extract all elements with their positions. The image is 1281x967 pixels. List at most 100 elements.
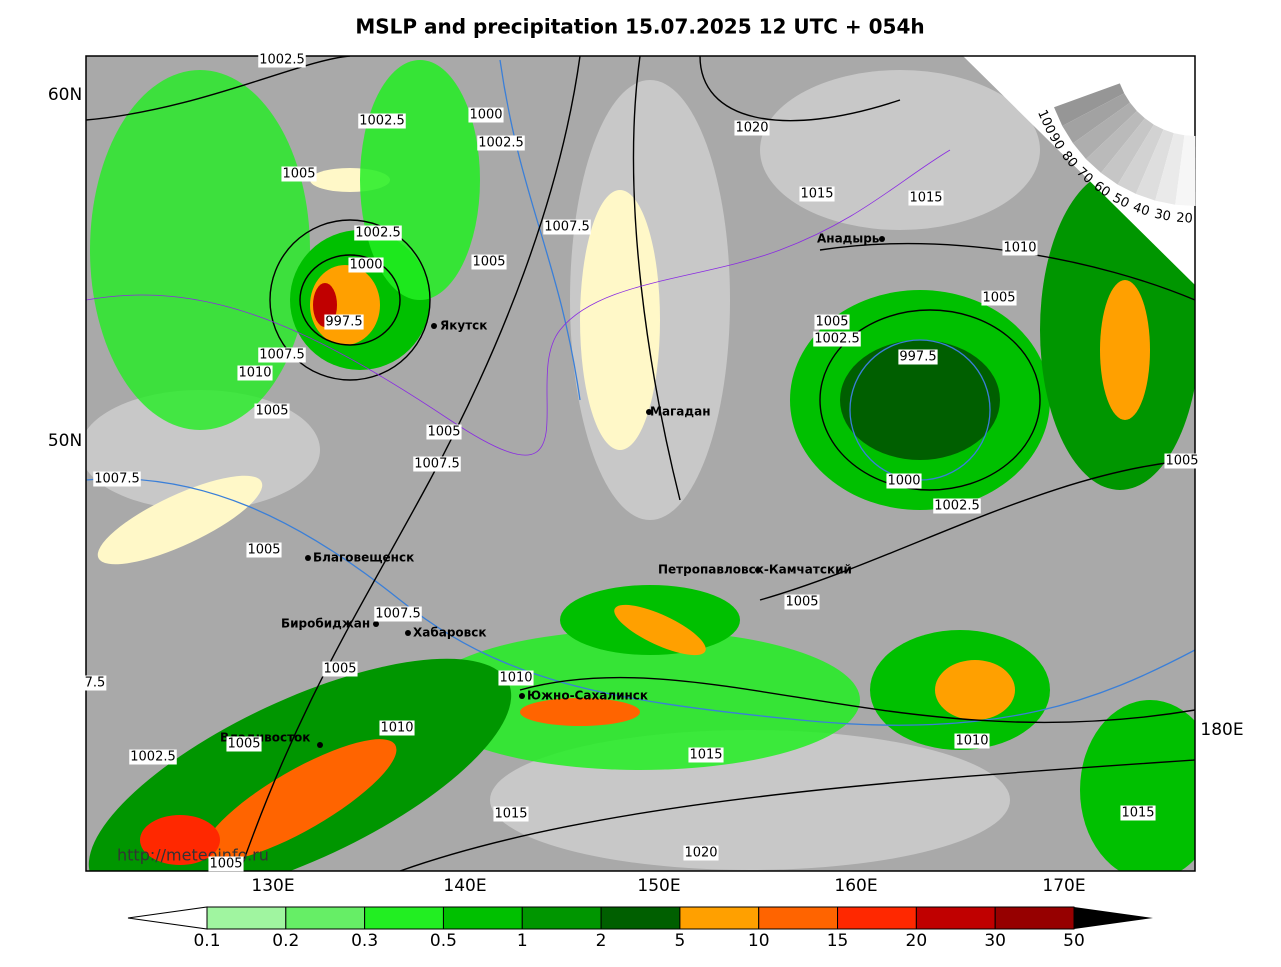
colorbar-tick-label: 30: [984, 931, 1006, 951]
city-dot: [519, 693, 525, 699]
isobar-label: 1002.5: [129, 749, 177, 765]
isobar-label-text: 1015: [1121, 806, 1154, 821]
isobar-label-bg: [734, 120, 770, 136]
isobar-label-bg: [688, 747, 724, 763]
isobar-label-bg: [358, 113, 406, 129]
cloud-scale-label: 30: [1153, 207, 1172, 225]
isobar-label-bg: [683, 845, 719, 861]
labels: 60N 50N 130E 140E 150E 160E 170E 180E Якутск Мага…: [48, 52, 1244, 951]
isobar-label-text: 1002.5: [478, 136, 524, 151]
cloud-wedge: [1073, 102, 1137, 160]
isobar-label-text: 1005: [427, 425, 460, 440]
isobar-label-text: 1007.5: [94, 472, 140, 487]
isobar-label-text: 1010: [238, 366, 271, 381]
colorbar-swatch: [994, 906, 1075, 930]
map-area: [86, 56, 1195, 871]
isobar-label: 1002.5: [813, 331, 861, 347]
isobar-label: 1005: [281, 166, 317, 182]
isobar-label-bg: [129, 749, 177, 765]
isobar-label: 1005: [322, 661, 358, 677]
isobar-label: 1000: [348, 257, 384, 273]
isobar-label-text: 1002.5: [355, 226, 401, 241]
cloud-scale-label: 20: [1176, 211, 1193, 227]
isobar-label: 1005: [246, 542, 282, 558]
isobar-label-text: 1005: [282, 167, 315, 182]
lon-label: 150E: [637, 876, 680, 896]
isobar-label: 1007.5: [258, 347, 306, 363]
isobar-label-text: 1010: [499, 671, 532, 686]
isobar-label-text: 1005: [982, 291, 1015, 306]
isobar-label-bg: [498, 670, 534, 686]
isobar-label-text: 1005: [472, 255, 505, 270]
isobar-label: 1000: [468, 107, 504, 123]
isobar-label: 1007.5: [93, 471, 141, 487]
colorbar-low-arrow: [127, 906, 208, 930]
isobar-label: 1015: [688, 747, 724, 763]
isobar-label: 1007.5: [374, 606, 422, 622]
isobar-label-bg: [1164, 453, 1200, 469]
isobar-label: 1005: [426, 424, 462, 440]
isobar-label-text: 1005: [255, 404, 288, 419]
isobar-label-text: 1007.5: [375, 607, 421, 622]
isobar-label-text: 1000: [887, 474, 920, 489]
isobar-label-bg: [799, 186, 835, 202]
isobar-label-bg: [208, 856, 244, 872]
cloud-scale-label: 40: [1131, 200, 1152, 220]
lon-label: 130E: [251, 876, 294, 896]
isobar-label: 1000: [886, 473, 922, 489]
isobar-label-text: 1007.5: [414, 457, 460, 472]
isobar-label-bg: [237, 365, 273, 381]
city-dot: [646, 409, 652, 415]
isobar-label-text: 7.5: [85, 676, 106, 691]
lon-label: 140E: [443, 876, 486, 896]
isobar-label-bg: [226, 736, 262, 752]
isobar-label-text: 1005: [323, 662, 356, 677]
colorbar-tick-label: 0.1: [193, 931, 220, 951]
colorbar-swatch: [915, 906, 996, 930]
isobar-label-text: 1015: [689, 748, 722, 763]
isobar-label-bg: [471, 254, 507, 270]
isobar-label-bg: [354, 225, 402, 241]
isobar-label-text: 1000: [469, 108, 502, 123]
isobar-label-text: 1020: [735, 121, 768, 136]
city-label: Якутск: [440, 319, 487, 333]
cloud-wedge: [1054, 83, 1125, 126]
city-dot: [373, 621, 379, 627]
colorbar-tick-label: 50: [1063, 931, 1085, 951]
isobar-label-text: 1020: [684, 846, 717, 861]
isobar-label-text: 1002.5: [259, 53, 305, 68]
isobar-label: 1005: [254, 403, 290, 419]
cloud-wedge: [1155, 133, 1185, 205]
colorbar-tick-label: 20: [906, 931, 928, 951]
cloud-wedge: [1175, 135, 1196, 206]
city-label: Петропавловск-Камчатский: [658, 563, 852, 577]
isobar-label-text: 1005: [815, 315, 848, 330]
colorbar-swatch: [442, 906, 523, 930]
isobar-label-bg: [258, 52, 306, 68]
city-dot: [755, 567, 761, 573]
cloud-wedge: [1101, 118, 1154, 185]
isobar-label: 1005: [1164, 453, 1200, 469]
isobar-label-bg: [281, 166, 317, 182]
colorbar-swatch: [679, 906, 760, 930]
isobar-label-text: 997.5: [899, 350, 936, 365]
isobar-label: 1005: [208, 856, 244, 872]
isobar-label: 1005: [981, 290, 1017, 306]
colorbar-tick-label: 0.3: [351, 931, 378, 951]
isobar-label-text: 1015: [800, 187, 833, 202]
cloud-wedge: [1117, 124, 1164, 194]
isobar-label: 7.5: [83, 675, 107, 691]
isobar-label-text: 1005: [227, 737, 260, 752]
isobar-label-bg: [413, 456, 461, 472]
lat-label: 60N: [48, 85, 82, 105]
isobar-label-bg: [543, 219, 591, 235]
source-url: http://meteoinfo.ru: [117, 846, 269, 865]
isobar-label-bg: [813, 331, 861, 347]
city-dot: [317, 742, 323, 748]
colorbar-swatch: [600, 906, 681, 930]
isobar-label: 1002.5: [933, 498, 981, 514]
isobar-label: 1010: [1002, 240, 1038, 256]
isobar-label-text: 1002.5: [359, 114, 405, 129]
city-label: Биробиджан: [281, 617, 370, 631]
